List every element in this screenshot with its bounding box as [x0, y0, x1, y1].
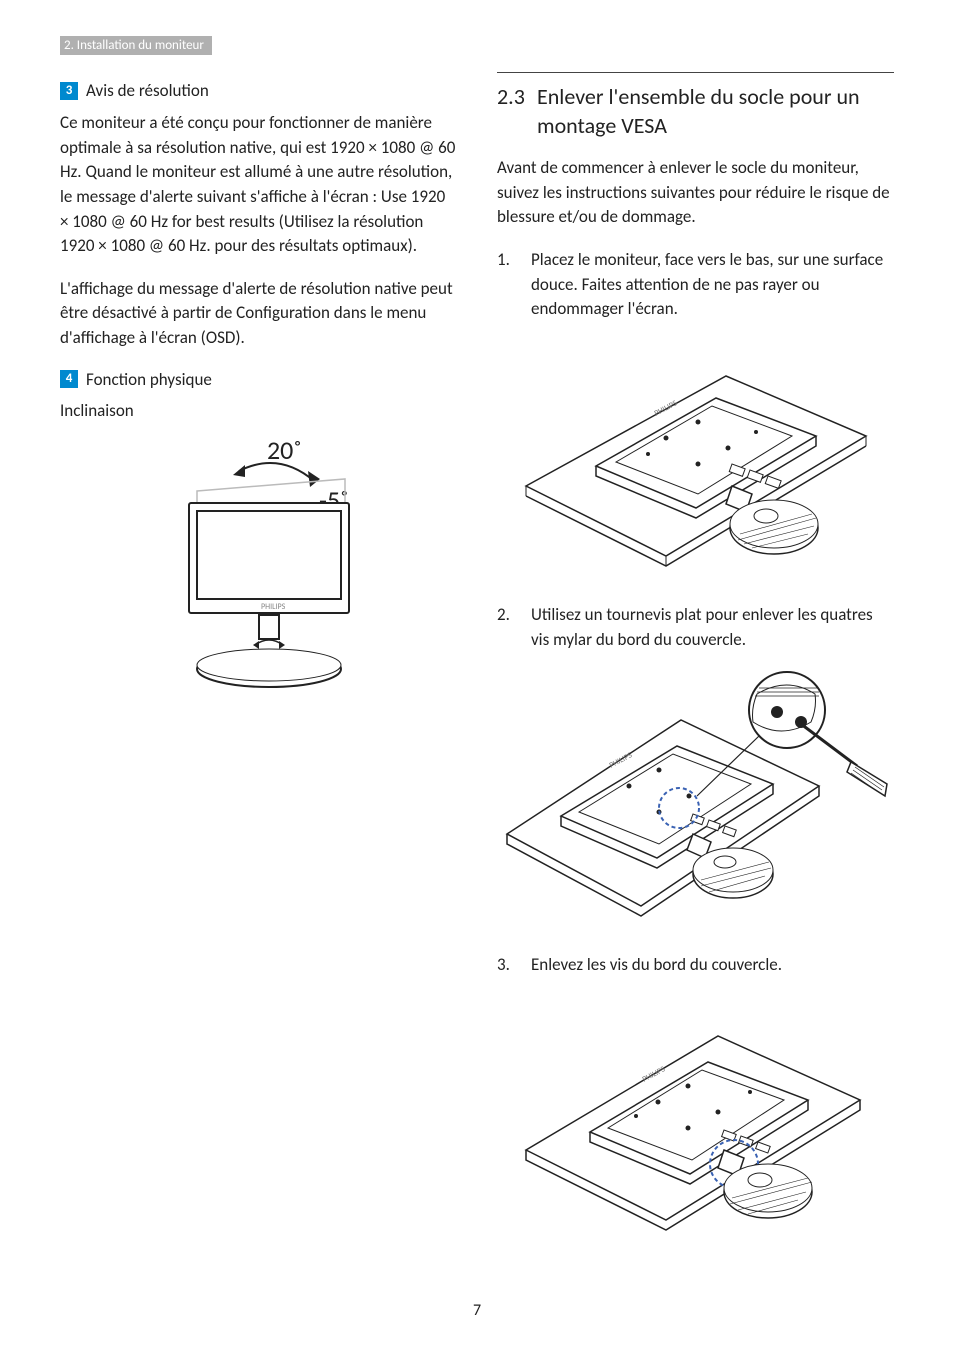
steps-list-2: Utilisez un tournevis plat pour enlever … — [497, 603, 894, 652]
tilt-figure: 20˚ -5˚ PHILIPS — [60, 431, 457, 736]
section-intro: Avant de commencer à enlever le socle du… — [497, 156, 894, 230]
step-1: Placez le moniteur, face vers le bas, su… — [497, 248, 894, 322]
badge-3: 3 — [60, 82, 78, 100]
block3-title: Avis de résolution — [86, 80, 209, 101]
page-number: 7 — [0, 1301, 954, 1320]
block3-para1: Ce moniteur a été conçu pour fonctionner… — [60, 111, 457, 259]
right-column: 2.3 Enlever l'ensemble du socle pour un … — [497, 72, 894, 1269]
block4-heading: 4 Fonction physique — [60, 369, 457, 390]
tilt-back-label: 20˚ — [267, 434, 302, 466]
block4-title: Fonction physique — [86, 369, 212, 390]
step-3: Enlevez les vis du bord du couvercle. — [497, 953, 894, 978]
block4-sub: Inclinaison — [60, 400, 457, 421]
figure-step2: PHILIPS — [497, 666, 894, 931]
monitor-logo: PHILIPS — [261, 602, 286, 612]
badge-4: 4 — [60, 370, 78, 388]
figure-step3: PHILIPS — [497, 992, 894, 1247]
section-title-text: Enlever l'ensemble du socle pour un mont… — [537, 83, 894, 140]
block3-heading: 3 Avis de résolution — [60, 80, 457, 101]
step-2: Utilisez un tournevis plat pour enlever … — [497, 603, 894, 652]
left-column: 3 Avis de résolution Ce moniteur a été c… — [60, 72, 457, 1269]
block3-para2: L'affichage du message d'alerte de résol… — [60, 277, 457, 351]
section-rule — [497, 72, 894, 73]
section-num: 2.3 — [497, 83, 537, 140]
figure-step1: PHILIPS — [497, 336, 894, 581]
steps-list-3: Enlevez les vis du bord du couvercle. — [497, 953, 894, 978]
section-title: 2.3 Enlever l'ensemble du socle pour un … — [497, 83, 894, 140]
steps-list: Placez le moniteur, face vers le bas, su… — [497, 248, 894, 322]
breadcrumb: 2. Installation du moniteur — [60, 36, 212, 55]
